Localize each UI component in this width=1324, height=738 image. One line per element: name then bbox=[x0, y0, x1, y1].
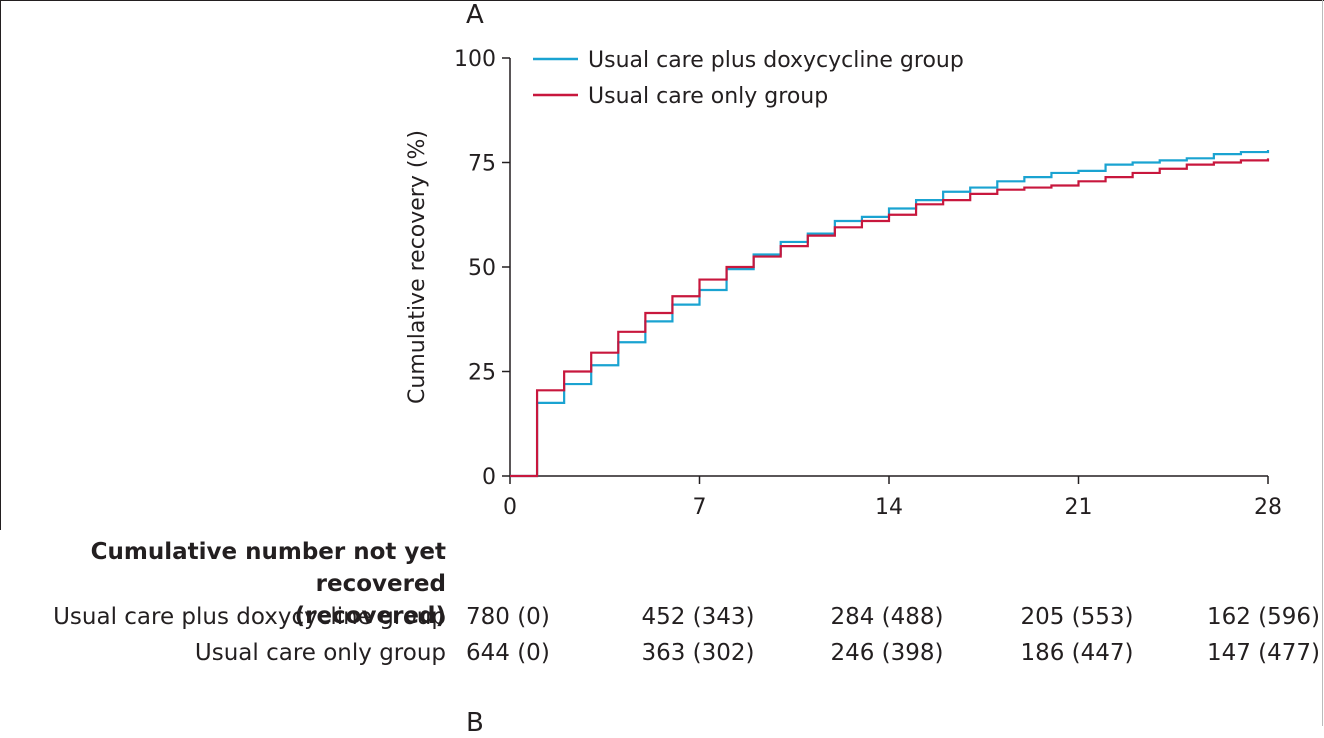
x-tick-label: 21 bbox=[1065, 495, 1093, 520]
chart-series bbox=[510, 149, 1270, 478]
risk-table-title-line2: (recovered) bbox=[294, 603, 446, 629]
risk-cell: 246 (398) bbox=[830, 640, 944, 666]
x-tick-label: 28 bbox=[1254, 495, 1282, 520]
recovery-chart: 0 25 50 75 100 0 7 14 21 28 Usual care plus doxyc… bbox=[405, 47, 1282, 520]
risk-table-title: Cumulative number not yet recovered (rec… bbox=[0, 536, 446, 632]
risk-cell: 644 (0) bbox=[466, 640, 550, 666]
y-tick-label: 50 bbox=[468, 256, 496, 281]
y-tick-label: 0 bbox=[482, 465, 496, 490]
risk-cell: 452 (343) bbox=[641, 604, 755, 630]
y-axis-label: Cumulative recovery (%) bbox=[405, 130, 430, 404]
risk-cell: 147 (477) bbox=[1206, 640, 1320, 666]
y-tick-label: 100 bbox=[454, 47, 496, 72]
risk-cell: 284 (488) bbox=[830, 604, 944, 630]
risk-table-title-line1: Cumulative number not yet recovered bbox=[90, 539, 446, 597]
risk-cell: 780 (0) bbox=[466, 604, 550, 630]
risk-row-label: Usual care plus doxycycline group bbox=[53, 604, 446, 630]
frame-border-top bbox=[0, 0, 1324, 1]
series-line-2 bbox=[510, 158, 1270, 478]
panel-label-b: B bbox=[466, 708, 484, 738]
x-tick-label: 14 bbox=[875, 495, 903, 520]
x-tick-label: 0 bbox=[503, 495, 517, 520]
chart-axes: 0 25 50 75 100 0 7 14 21 28 bbox=[454, 47, 1282, 520]
frame-border-left bbox=[0, 0, 1, 530]
risk-cell: 162 (596) bbox=[1206, 604, 1320, 630]
legend-label-1: Usual care plus doxycycline group bbox=[588, 48, 964, 73]
x-tick-label: 7 bbox=[693, 495, 707, 520]
chart-legend: Usual care plus doxycycline group Usual c… bbox=[533, 48, 964, 109]
risk-row-label: Usual care only group bbox=[194, 640, 446, 666]
y-tick-label: 25 bbox=[468, 361, 496, 386]
y-tick-label: 75 bbox=[468, 152, 496, 177]
risk-cell: 205 (553) bbox=[1020, 604, 1134, 630]
risk-cell: 186 (447) bbox=[1020, 640, 1134, 666]
series-line-1 bbox=[510, 149, 1270, 478]
risk-cell: 363 (302) bbox=[641, 640, 755, 666]
legend-label-2: Usual care only group bbox=[588, 84, 828, 109]
panel-label-a: A bbox=[466, 0, 484, 30]
frame-border-right bbox=[1322, 0, 1323, 726]
